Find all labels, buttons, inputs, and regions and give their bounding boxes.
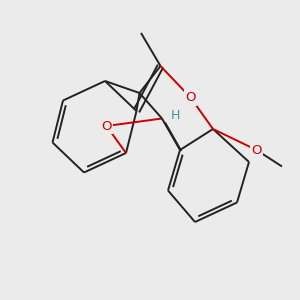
Text: O: O (251, 143, 262, 157)
Text: H: H (171, 109, 180, 122)
Text: O: O (101, 119, 112, 133)
Text: O: O (185, 91, 196, 104)
